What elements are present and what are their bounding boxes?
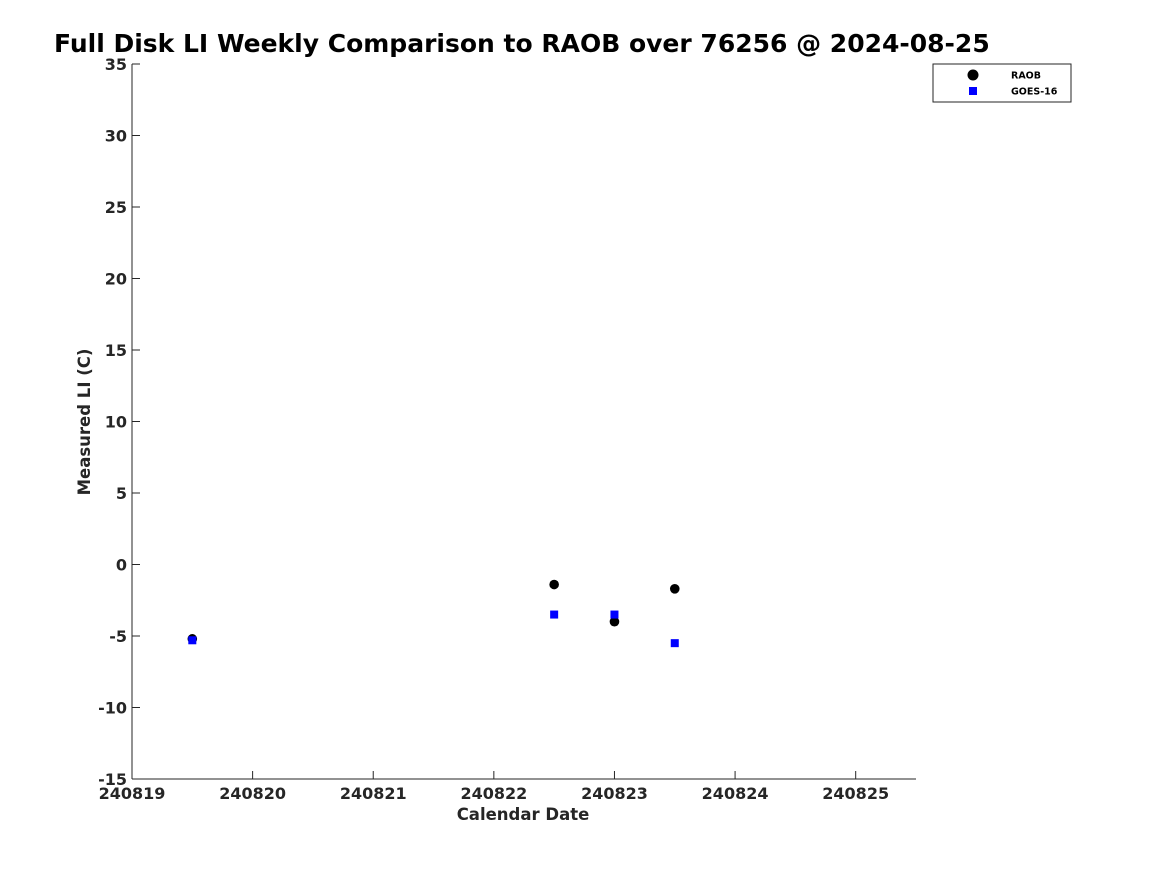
x-tick-label: 240821	[340, 784, 407, 803]
goes16-point	[188, 636, 197, 645]
x-axis-label: Calendar Date	[457, 805, 590, 824]
y-tick-label: 30	[105, 127, 127, 146]
x-tick-label: 240819	[99, 784, 166, 803]
x-tick-label: 240820	[219, 784, 286, 803]
y-tick-label: 5	[116, 484, 127, 503]
x-tick-label: 240824	[702, 784, 769, 803]
x-tick-label: 240823	[581, 784, 648, 803]
x-axis-ticks: 240819 240820 240821 240822 240823 240824 2408…	[99, 771, 889, 803]
chart-title: Full Disk LI Weekly Comparison to RAOB o…	[54, 29, 990, 58]
y-tick-label: -10	[98, 699, 127, 718]
raob-point	[549, 579, 559, 590]
legend-label: RAOB	[1011, 71, 1041, 82]
y-tick-label: 15	[105, 341, 127, 360]
y-tick-label: -15	[98, 770, 127, 789]
x-tick-label: 240822	[460, 784, 527, 803]
plot-area: 35 30 25 20 15 10 5 0 -5 -10 -15 240819 240820 24082…	[98, 55, 916, 803]
raob-point	[609, 616, 620, 627]
goes16-point	[610, 610, 619, 619]
legend: RAOB GOES-16	[932, 63, 1072, 103]
goes16-point	[670, 639, 679, 648]
y-tick-label: 0	[116, 556, 127, 575]
legend-raob-marker	[967, 69, 979, 81]
y-tick-label: 10	[105, 413, 127, 432]
y-axis-ticks: 35 30 25 20 15 10 5 0 -5 -10 -15	[98, 55, 140, 789]
legend-box	[932, 63, 1072, 103]
y-axis-label: Measured LI (C)	[75, 349, 94, 496]
x-tick-label: 240825	[822, 784, 889, 803]
goes16-point	[550, 610, 559, 619]
legend-goes16-marker	[969, 87, 977, 95]
y-tick-label: 35	[105, 55, 127, 74]
raob-point	[669, 584, 680, 594]
y-tick-label: -5	[109, 627, 127, 646]
data-markers	[187, 579, 680, 648]
legend-label: GOES-16	[1011, 87, 1058, 98]
y-tick-label: 20	[105, 270, 127, 289]
y-tick-label: 25	[105, 198, 127, 217]
